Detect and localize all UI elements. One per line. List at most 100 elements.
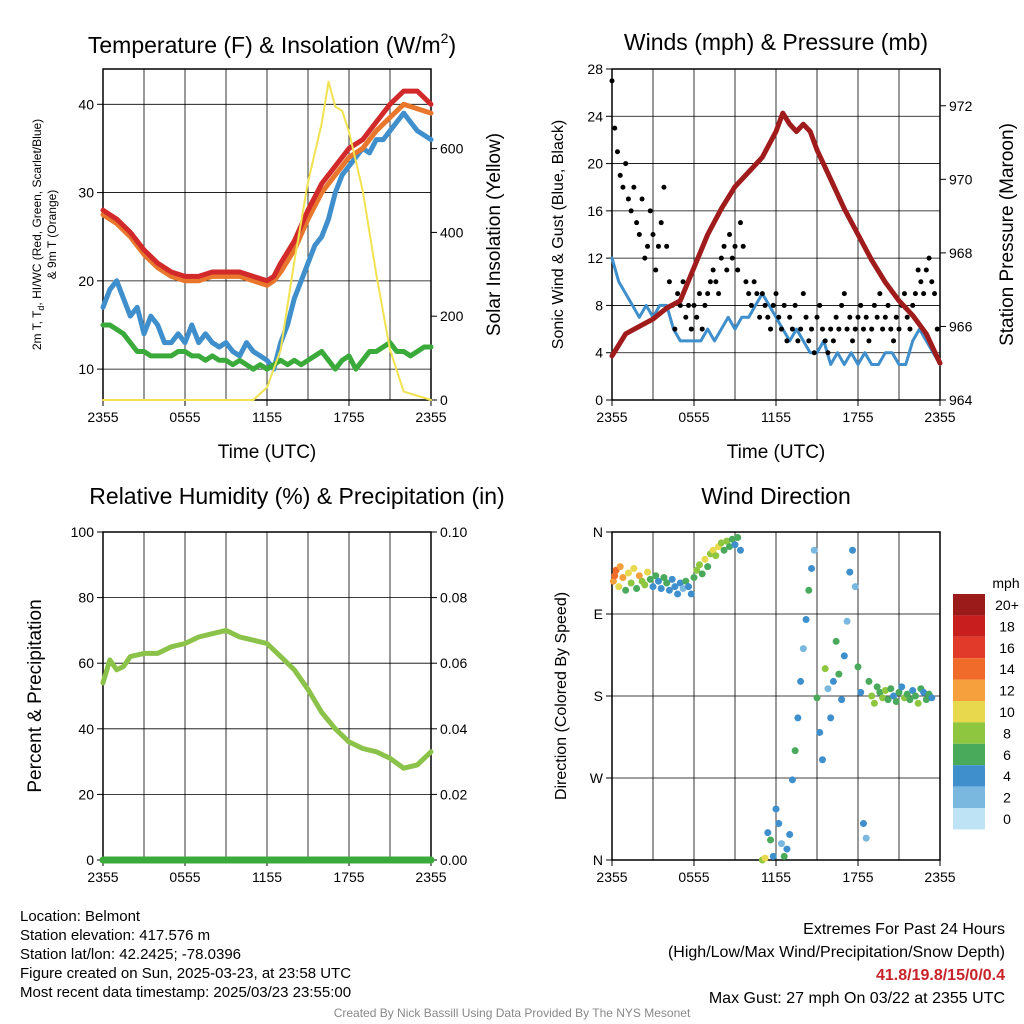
gust-point — [628, 208, 634, 214]
direction-point — [616, 563, 624, 571]
direction-point — [717, 539, 725, 547]
direction-point — [810, 546, 818, 554]
y2-tick-label: 0.04 — [440, 721, 467, 737]
extremes-subtitle: (High/Low/Max Wind/Precipitation/Snow De… — [667, 944, 1005, 961]
direction-point — [788, 776, 796, 784]
direction-point — [622, 586, 630, 594]
gust-point — [792, 302, 798, 308]
x-tick-label: 0555 — [169, 409, 200, 425]
gust-point — [688, 326, 694, 332]
gust-point — [776, 314, 782, 320]
y2-tick-label: 0 — [440, 392, 448, 408]
gust-point — [885, 302, 891, 308]
legend-swatch — [953, 786, 985, 808]
gust-point — [727, 232, 733, 237]
y2-tick-label: 972 — [949, 98, 973, 114]
direction-point — [693, 566, 701, 574]
gust-point — [705, 291, 711, 297]
recent-data-text: Most recent data timestamp: 2025/03/23 2… — [20, 984, 352, 1001]
gust-point — [696, 291, 702, 297]
gust-point — [918, 279, 924, 285]
gust-point — [609, 78, 615, 84]
legend-label: 4 — [1003, 768, 1011, 784]
direction-point — [909, 687, 917, 695]
direction-point — [728, 535, 736, 543]
station-info: Location: Belmont Station elevation: 417… — [20, 907, 351, 1002]
direction-point — [840, 652, 848, 660]
direction-point — [615, 583, 623, 591]
direction-point — [761, 854, 769, 862]
legend-swatch — [953, 722, 985, 744]
y-axis-label: Direction (Colored By Speed) — [553, 592, 570, 800]
gust-point — [743, 279, 749, 285]
direction-point — [726, 543, 734, 551]
x-tick-label: 2355 — [924, 409, 955, 425]
direction-point — [720, 546, 728, 554]
gust-point — [901, 291, 907, 297]
direction-point — [849, 546, 857, 554]
direction-point — [687, 590, 695, 598]
panel-2: 2355 0555 1155 1755 235504812162024289649669… — [550, 29, 1018, 463]
gust-point — [877, 291, 883, 297]
legend-label: 0 — [1003, 811, 1011, 827]
legend-label: 2 — [1003, 790, 1011, 806]
gust-point — [869, 326, 875, 332]
x-tick-label: 1755 — [333, 409, 364, 425]
direction-point — [671, 583, 679, 591]
gust-point — [650, 232, 656, 237]
direction-point — [682, 577, 690, 585]
gust-point — [833, 314, 839, 320]
pressure-line — [609, 110, 943, 366]
gust-point — [822, 338, 828, 344]
gust-point — [915, 267, 921, 273]
y-tick-label: 100 — [71, 524, 95, 540]
direction-point — [698, 570, 706, 578]
gust-point — [789, 326, 795, 332]
gust-point — [672, 326, 678, 332]
gust-point — [855, 314, 861, 320]
y-tick-label: 20 — [78, 273, 94, 289]
x-tick-label: 0555 — [169, 869, 200, 885]
gust-point — [795, 338, 801, 344]
y-tick-label: 16 — [587, 203, 603, 219]
y-axis-label-2: & 9m T (Orange) — [45, 190, 59, 280]
gust-point — [787, 314, 793, 320]
gust-point — [631, 184, 637, 190]
direction-point — [627, 579, 635, 587]
gust-point — [748, 302, 754, 308]
gust-point — [819, 326, 825, 332]
direction-point — [624, 569, 632, 577]
direction-point — [794, 714, 802, 722]
gust-point — [762, 302, 768, 308]
direction-point — [709, 546, 717, 554]
panel-1: 2355 0555 1155 1755 2355102030400200400600Te… — [30, 30, 505, 463]
x-tick-label: 2355 — [415, 869, 446, 885]
gust-point — [713, 279, 719, 285]
gust-point — [888, 326, 894, 332]
gust-point — [617, 172, 623, 178]
direction-point — [654, 577, 662, 585]
direction-point — [777, 840, 785, 848]
y2-tick-label: 966 — [949, 318, 973, 334]
series-line-3 — [100, 88, 434, 284]
y2-tick-label: 0.06 — [440, 655, 467, 671]
direction-point — [843, 617, 851, 625]
legend-title: mph — [992, 575, 1019, 591]
direction-point — [873, 683, 881, 691]
direction-point — [646, 575, 654, 583]
legend-swatch — [953, 615, 985, 637]
title-end: ) — [448, 32, 456, 58]
gust-point — [732, 243, 738, 249]
y-tick-label: 40 — [78, 721, 94, 737]
gust-point — [675, 291, 681, 297]
gust-point — [896, 326, 902, 332]
gust-point — [852, 326, 858, 332]
direction-point — [657, 584, 665, 592]
direction-point — [805, 586, 813, 594]
gust-point — [811, 350, 817, 356]
gust-point — [614, 149, 620, 155]
direction-point — [783, 845, 791, 853]
gust-point — [839, 302, 845, 308]
gust-point — [666, 279, 672, 285]
gust-point — [934, 326, 940, 332]
